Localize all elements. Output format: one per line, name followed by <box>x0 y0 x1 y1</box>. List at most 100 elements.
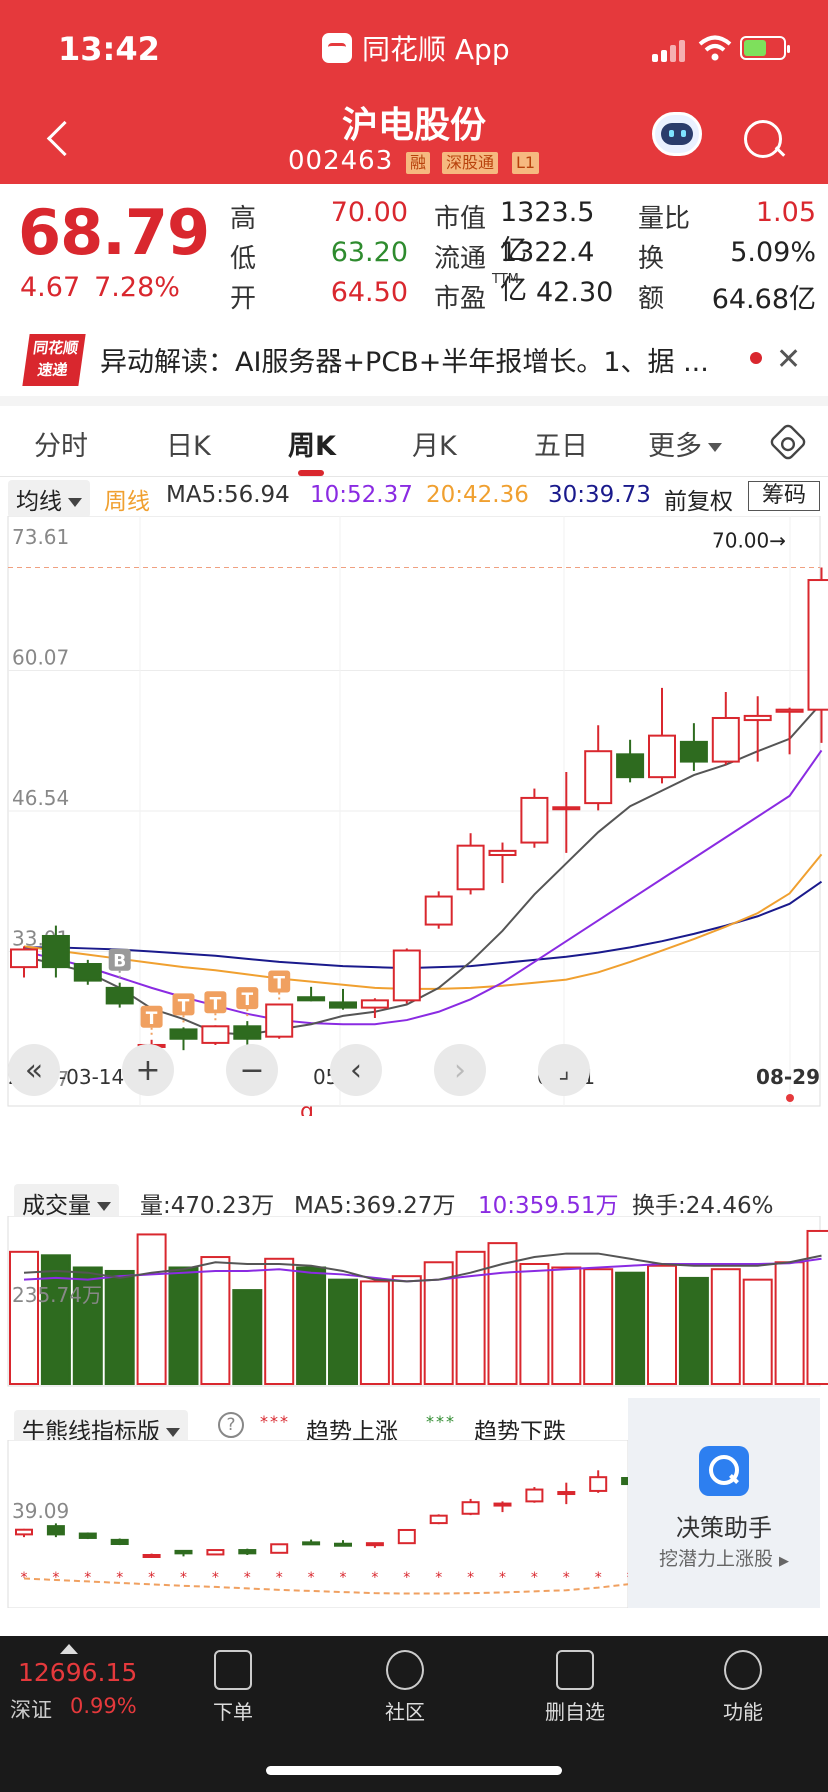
volume-bar <box>104 1269 135 1385</box>
stat-value-float: 1322.4亿 <box>500 237 595 306</box>
bull-bear-chart[interactable]: 39.09 * * * * * * * * * * * * * * * * * * * * <box>0 1440 628 1608</box>
ma30-value: 30:39.73 <box>548 482 651 508</box>
nav-order[interactable]: 下单 <box>178 1646 288 1725</box>
candle-body <box>360 999 389 1009</box>
volume-bar <box>678 1276 709 1386</box>
stat-label: 换 <box>638 244 665 274</box>
stat-value-open: 64.50 <box>330 277 408 308</box>
candle-body <box>105 986 134 1005</box>
home-indicator <box>266 1766 562 1775</box>
tab-monthly-k[interactable]: 月K <box>412 431 457 462</box>
volume-bar <box>583 1268 614 1385</box>
nav-functions[interactable]: 功能 <box>688 1646 798 1725</box>
volume-bar <box>40 1254 71 1385</box>
volume-chart[interactable]: 235.74万 <box>0 1216 828 1388</box>
status-app-label: 同花顺 App <box>322 28 510 68</box>
nav-community[interactable]: 社区 <box>350 1646 460 1725</box>
tab-more-label: 更多 <box>648 431 702 462</box>
nav-remove-label: 删自选 <box>545 1700 605 1724</box>
bb-y-tick: 39.09 <box>12 1499 69 1523</box>
nav-order-label: 下单 <box>213 1700 253 1724</box>
search-icon[interactable] <box>742 118 786 162</box>
signal-badge <box>140 1005 163 1028</box>
chip-distribution-button[interactable]: 筹码 <box>748 481 820 511</box>
candle-body <box>648 734 676 779</box>
candle-body <box>41 934 70 969</box>
bb-candle-body <box>365 1542 384 1547</box>
bb-candle-body <box>557 1491 576 1496</box>
up-legend-icon: *** <box>260 1412 290 1431</box>
turnover-rate: 换手:24.46% <box>632 1193 774 1219</box>
remove-watchlist-icon <box>556 1650 594 1690</box>
volume-value: 量:470.23万 <box>140 1193 275 1219</box>
y-tick-label: 73.61 <box>12 525 69 549</box>
candlestick-chart[interactable]: 73.6160.0746.5433.0119.4770.00→BTTTTT←23… <box>0 516 828 1116</box>
fullscreen-icon[interactable]: ⌟ <box>538 1044 590 1096</box>
ma20-line <box>23 853 823 990</box>
candle-body <box>807 579 828 711</box>
volume-y-tick: 235.74万 <box>12 1283 102 1307</box>
signal-label: T <box>210 994 222 1014</box>
expand-up-icon[interactable] <box>60 1644 78 1654</box>
bb-trend-dot: * <box>116 1570 123 1586</box>
chevron-right-icon: ▶ <box>779 1554 790 1569</box>
change-pct: 7.28% <box>94 272 180 303</box>
news-banner[interactable]: 同花顺 速递 异动解读：AI服务器+PCB+半年报增长。1、据 ... <box>0 326 828 392</box>
volume-bar <box>72 1266 103 1385</box>
scroll-left-icon[interactable]: ‹ <box>330 1044 382 1096</box>
ma-selector-label: 均线 <box>16 489 62 515</box>
volume-ma5: MA5:369.27万 <box>294 1193 456 1219</box>
signal-label: T <box>241 990 253 1010</box>
bb-trend-dot: * <box>499 1570 506 1586</box>
ma10-value: 10:52.37 <box>310 482 413 508</box>
help-icon[interactable]: ? <box>218 1412 244 1438</box>
tag-level: L1 <box>512 152 540 174</box>
stat-label: 市盈 <box>434 284 487 314</box>
scroll-right-icon[interactable]: › <box>434 1044 486 1096</box>
volume-bar <box>710 1268 741 1385</box>
ma-selector[interactable]: 均线 <box>8 480 90 518</box>
bb-trend-dot: * <box>340 1570 347 1586</box>
candle-body <box>520 796 549 844</box>
tab-weekly-k[interactable]: 周K <box>288 431 336 462</box>
tab-five-day[interactable]: 五日 <box>534 431 588 462</box>
divider <box>0 396 828 406</box>
index-value[interactable]: 12696.15 <box>18 1658 138 1687</box>
volume-bar <box>264 1257 295 1385</box>
scroll-left-fast-icon[interactable]: « <box>8 1044 60 1096</box>
ma30-line <box>24 880 823 970</box>
price-change: 4.67 7.28% <box>20 272 180 303</box>
ai-robot-icon[interactable] <box>652 112 702 156</box>
bb-candle-body <box>589 1476 608 1492</box>
active-tab-indicator <box>298 470 324 476</box>
stat-value-pe: 42.30 <box>536 277 614 308</box>
bb-candle-body <box>461 1501 480 1515</box>
tab-intraday[interactable]: 分时 <box>34 431 88 462</box>
decision-assistant-card[interactable]: 决策助手 挖潜力上涨股 ▶ <box>628 1398 820 1608</box>
bb-trend-dot: * <box>403 1570 410 1586</box>
close-icon[interactable]: ✕ <box>776 342 802 377</box>
volume-bar <box>551 1266 582 1385</box>
nav-remove-watchlist[interactable]: 删自选 <box>520 1646 630 1725</box>
x-axis-label: 08-29 <box>756 1065 820 1089</box>
tab-more[interactable]: 更多 <box>648 424 722 463</box>
adjust-mode[interactable]: 前复权 <box>664 489 733 515</box>
bb-candle-body <box>78 1532 97 1539</box>
candle-body <box>265 1003 294 1038</box>
candle-body <box>711 716 740 763</box>
bb-trend-dot: * <box>308 1570 315 1586</box>
nav-community-label: 社区 <box>385 1700 425 1724</box>
current-dot <box>786 1094 794 1102</box>
news-text[interactable]: 异动解读：AI服务器+PCB+半年报增长。1、据 ... <box>100 347 709 378</box>
bb-candle-body <box>302 1541 321 1546</box>
tab-daily-k[interactable]: 日K <box>166 431 211 462</box>
candle-body <box>552 806 581 811</box>
nav-functions-label: 功能 <box>723 1700 763 1724</box>
stat-value-high: 70.00 <box>330 197 408 228</box>
zoom-out-icon[interactable]: − <box>226 1044 278 1096</box>
status-app-name: 同花顺 App <box>362 33 510 66</box>
news-logo-top: 同花顺 <box>31 339 80 357</box>
stat-label: 低 <box>230 244 257 274</box>
zoom-in-icon[interactable]: + <box>122 1044 174 1096</box>
bb-trend-dot: * <box>180 1570 187 1586</box>
